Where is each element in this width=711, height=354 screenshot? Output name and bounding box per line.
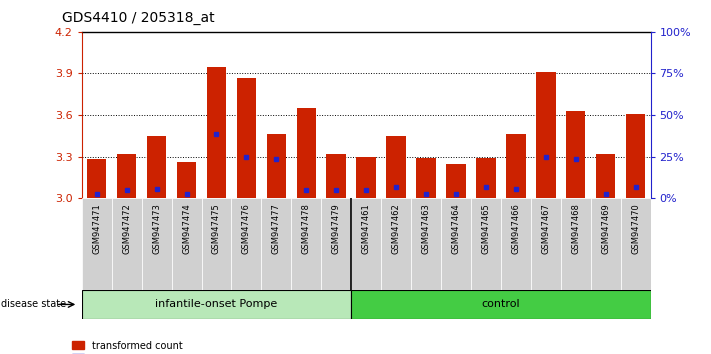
Bar bbox=[621, 198, 651, 290]
Bar bbox=[591, 198, 621, 290]
Bar bbox=[326, 154, 346, 198]
Bar bbox=[87, 159, 107, 198]
Text: GSM947465: GSM947465 bbox=[481, 203, 491, 253]
Bar bbox=[82, 198, 112, 290]
Bar bbox=[381, 198, 411, 290]
Bar bbox=[141, 198, 171, 290]
Text: GSM947467: GSM947467 bbox=[541, 203, 550, 254]
Bar bbox=[237, 78, 256, 198]
Bar bbox=[177, 162, 196, 198]
Bar bbox=[441, 198, 471, 290]
Text: GSM947475: GSM947475 bbox=[212, 203, 221, 253]
Text: GSM947473: GSM947473 bbox=[152, 203, 161, 254]
Bar bbox=[506, 135, 525, 198]
Text: infantile-onset Pompe: infantile-onset Pompe bbox=[156, 299, 277, 309]
Bar bbox=[471, 198, 501, 290]
Bar bbox=[171, 198, 201, 290]
Bar bbox=[447, 164, 466, 198]
Text: GSM947472: GSM947472 bbox=[122, 203, 131, 253]
Text: GSM947464: GSM947464 bbox=[451, 203, 461, 253]
Bar bbox=[82, 290, 351, 319]
Bar bbox=[356, 157, 376, 198]
Bar bbox=[292, 198, 321, 290]
Bar bbox=[267, 135, 286, 198]
Bar bbox=[147, 136, 166, 198]
Bar bbox=[232, 198, 262, 290]
Bar bbox=[207, 67, 226, 198]
Text: GSM947466: GSM947466 bbox=[511, 203, 520, 254]
Bar bbox=[351, 290, 651, 319]
Bar bbox=[626, 114, 646, 198]
Bar bbox=[476, 158, 496, 198]
Text: GDS4410 / 205318_at: GDS4410 / 205318_at bbox=[63, 11, 215, 25]
Text: GSM947478: GSM947478 bbox=[301, 203, 311, 254]
Bar bbox=[596, 154, 616, 198]
Bar bbox=[351, 198, 381, 290]
Bar bbox=[112, 198, 141, 290]
Text: GSM947477: GSM947477 bbox=[272, 203, 281, 254]
Bar bbox=[411, 198, 441, 290]
Text: GSM947474: GSM947474 bbox=[182, 203, 191, 253]
Text: GSM947476: GSM947476 bbox=[242, 203, 251, 254]
Bar bbox=[531, 198, 561, 290]
Bar bbox=[417, 158, 436, 198]
Text: GSM947468: GSM947468 bbox=[571, 203, 580, 254]
Text: GSM947470: GSM947470 bbox=[631, 203, 640, 253]
Text: GSM947469: GSM947469 bbox=[602, 203, 610, 253]
Bar bbox=[566, 111, 585, 198]
Bar bbox=[117, 154, 137, 198]
Bar bbox=[321, 198, 351, 290]
Bar bbox=[262, 198, 292, 290]
Legend: transformed count, percentile rank within the sample: transformed count, percentile rank withi… bbox=[73, 341, 257, 354]
Bar bbox=[386, 136, 406, 198]
Bar bbox=[561, 198, 591, 290]
Text: GSM947471: GSM947471 bbox=[92, 203, 101, 253]
Text: disease state: disease state bbox=[1, 299, 66, 309]
Bar bbox=[501, 198, 531, 290]
Text: GSM947479: GSM947479 bbox=[332, 203, 341, 253]
Bar bbox=[536, 72, 555, 198]
Text: GSM947461: GSM947461 bbox=[362, 203, 370, 253]
Bar bbox=[296, 108, 316, 198]
Text: GSM947463: GSM947463 bbox=[422, 203, 431, 254]
Text: control: control bbox=[481, 299, 520, 309]
Bar bbox=[201, 198, 232, 290]
Text: GSM947462: GSM947462 bbox=[392, 203, 400, 253]
